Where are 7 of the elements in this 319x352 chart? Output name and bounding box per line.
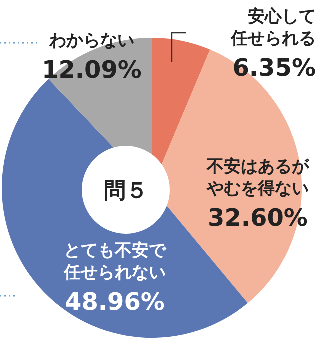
- data-label: 6.35%: [232, 54, 316, 82]
- data-label: 48.96%: [65, 288, 165, 316]
- text: 問５: [104, 179, 148, 204]
- slice-label: 安心して任せられる: [230, 7, 316, 49]
- slice-label: 不安はあるがやむを得ない: [206, 157, 310, 199]
- data-label: 32.60%: [208, 204, 308, 232]
- slice-label: とても不安で任せられない: [63, 241, 167, 283]
